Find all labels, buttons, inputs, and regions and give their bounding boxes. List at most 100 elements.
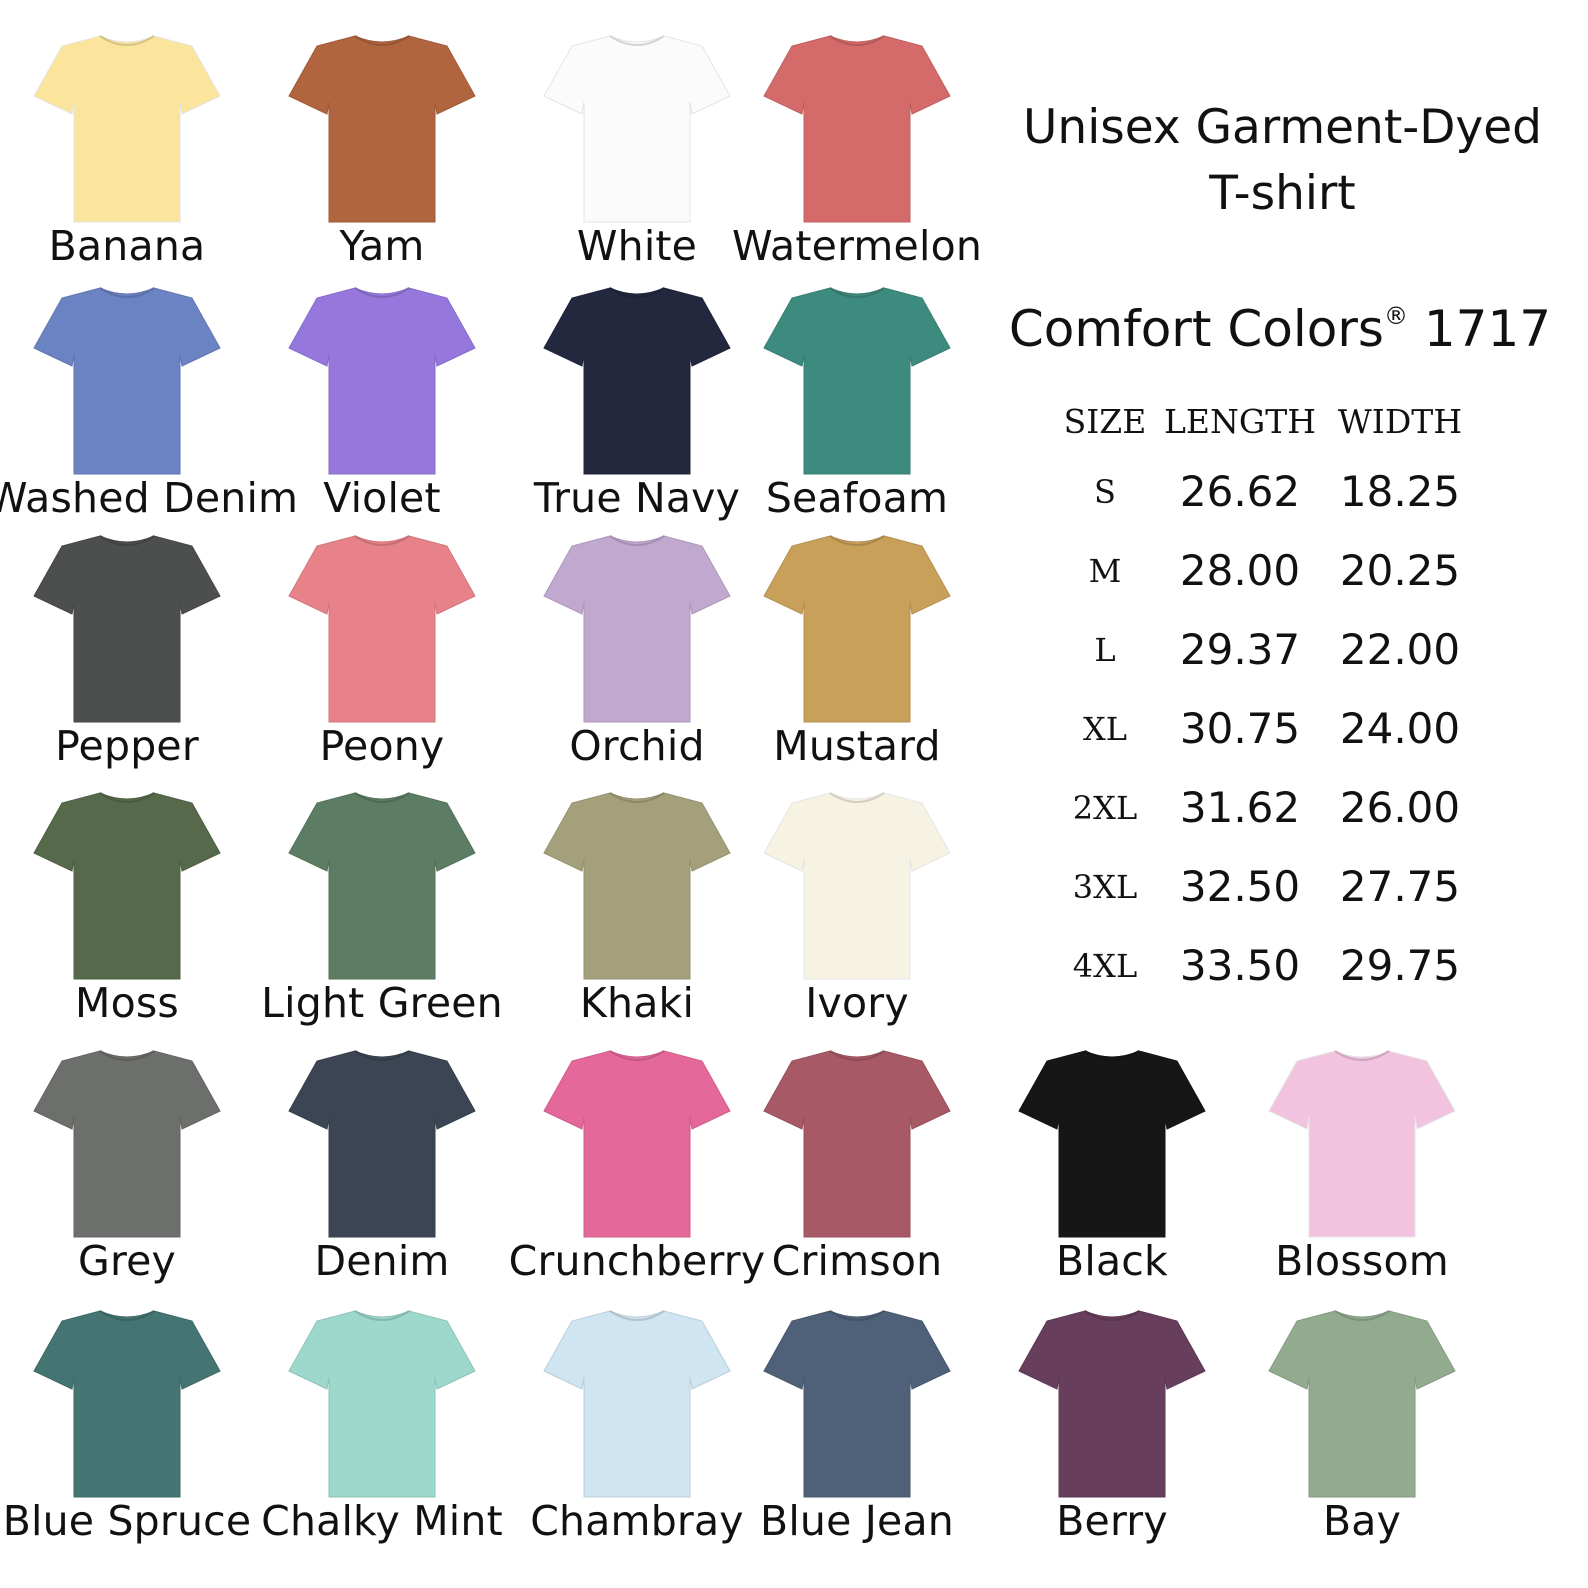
color-swatch: Blossom [1242, 1045, 1482, 1295]
color-swatch: Black [992, 1045, 1232, 1295]
size-cell: S [1094, 472, 1116, 511]
tshirt-collar [354, 792, 410, 803]
width-cell: 24.00 [1339, 704, 1461, 753]
tshirt-icon [1018, 1310, 1206, 1498]
color-swatch: Khaki [517, 787, 757, 1037]
tshirt-body [33, 1310, 221, 1498]
tshirt-icon [763, 792, 951, 980]
tshirt-body [288, 1050, 476, 1238]
tshirt-body [763, 792, 951, 980]
header-size: SIZE [1063, 401, 1147, 441]
color-swatch: Berry [992, 1305, 1232, 1555]
color-swatch: Banana [7, 30, 247, 280]
size-cell: M [1088, 551, 1122, 590]
tshirt-icon [33, 1050, 221, 1238]
color-swatch: Moss [7, 787, 247, 1037]
tshirt-collar [99, 535, 155, 546]
color-swatch: Crimson [737, 1045, 977, 1295]
color-swatch: Chambray [517, 1305, 757, 1555]
width-cell: 29.75 [1339, 941, 1461, 990]
tshirt-body [33, 35, 221, 223]
width-cell: 22.00 [1339, 625, 1461, 674]
tshirt-collar [1084, 1050, 1140, 1061]
color-name: Pepper [55, 722, 199, 770]
tshirt-body [543, 792, 731, 980]
color-swatch: Ivory [737, 787, 977, 1037]
tshirt-body [1268, 1310, 1456, 1498]
tshirt-collar [829, 287, 885, 298]
tshirt-collar [354, 287, 410, 298]
tshirt-body [1018, 1310, 1206, 1498]
tshirt-icon [33, 535, 221, 723]
tshirt-collar [829, 1310, 885, 1321]
width-cell: 20.25 [1339, 546, 1461, 595]
color-name: Black [1056, 1237, 1168, 1285]
tshirt-collar [829, 792, 885, 803]
tshirt-body [33, 792, 221, 980]
color-name: Chambray [530, 1497, 744, 1545]
color-swatch: Seafoam [737, 282, 977, 532]
tshirt-icon [288, 287, 476, 475]
tshirt-icon [288, 1050, 476, 1238]
color-swatch: Washed Denim [0, 282, 298, 532]
color-swatch: Chalky Mint [261, 1305, 503, 1555]
color-swatch: Grey [7, 1045, 247, 1295]
tshirt-icon [763, 35, 951, 223]
title-line-1: Unisex Garment-Dyed [1023, 100, 1542, 155]
color-swatch: White [517, 30, 757, 280]
color-swatch: Violet [262, 282, 502, 532]
tshirt-icon [763, 1050, 951, 1238]
tshirt-collar [829, 535, 885, 546]
color-swatch: Blue Jean [737, 1305, 977, 1555]
table-row: L 29.37 22.00 [1050, 610, 1480, 689]
tshirt-body [543, 1310, 731, 1498]
color-name: Violet [323, 474, 441, 522]
length-cell: 33.50 [1179, 941, 1301, 990]
tshirt-body [1268, 1050, 1456, 1238]
length-cell: 31.62 [1179, 783, 1301, 832]
tshirt-collar [354, 35, 410, 46]
color-swatch: Blue Spruce [3, 1305, 251, 1555]
color-name: Crunchberry [508, 1237, 766, 1285]
color-name: Blossom [1275, 1237, 1449, 1285]
tshirt-body [288, 35, 476, 223]
table-row: 2XL 31.62 26.00 [1050, 768, 1480, 847]
tshirt-collar [1084, 1310, 1140, 1321]
color-name: Yam [339, 222, 425, 270]
tshirt-collar [1334, 1050, 1390, 1061]
color-name: Denim [314, 1237, 450, 1285]
tshirt-collar [829, 35, 885, 46]
color-name: Orchid [569, 722, 705, 770]
color-swatch: Bay [1242, 1305, 1482, 1555]
color-name: Khaki [579, 979, 695, 1027]
tshirt-icon [288, 792, 476, 980]
tshirt-icon [763, 287, 951, 475]
color-name: Blue Jean [760, 1497, 954, 1545]
color-name: Watermelon [731, 222, 983, 270]
color-swatch: Peony [262, 530, 502, 780]
header-length: LENGTH [1163, 401, 1317, 441]
color-name: Banana [48, 222, 206, 270]
size-chart: SIZE LENGTH WIDTH S 26.62 18.25 M 28.00 … [1050, 390, 1480, 1005]
tshirt-icon [543, 1310, 731, 1498]
tshirt-collar [609, 792, 665, 803]
color-name: Berry [1056, 1497, 1168, 1545]
color-name: Moss [75, 979, 179, 1027]
color-name: Light Green [261, 979, 503, 1027]
tshirt-icon [763, 535, 951, 723]
color-swatch: Mustard [737, 530, 977, 780]
table-row: M 28.00 20.25 [1050, 531, 1480, 610]
size-cell: XL [1082, 709, 1128, 748]
color-name: True Navy [533, 474, 741, 522]
color-swatch: Watermelon [732, 30, 982, 280]
tshirt-collar [99, 1050, 155, 1061]
tshirt-body [33, 535, 221, 723]
color-name: Chalky Mint [261, 1497, 503, 1545]
color-swatch: Orchid [517, 530, 757, 780]
tshirt-body [763, 1050, 951, 1238]
table-row: 4XL 33.50 29.75 [1050, 926, 1480, 1005]
registered-mark: ® [1383, 302, 1408, 330]
tshirt-body [288, 1310, 476, 1498]
tshirt-body [1018, 1050, 1206, 1238]
tshirt-body [543, 287, 731, 475]
